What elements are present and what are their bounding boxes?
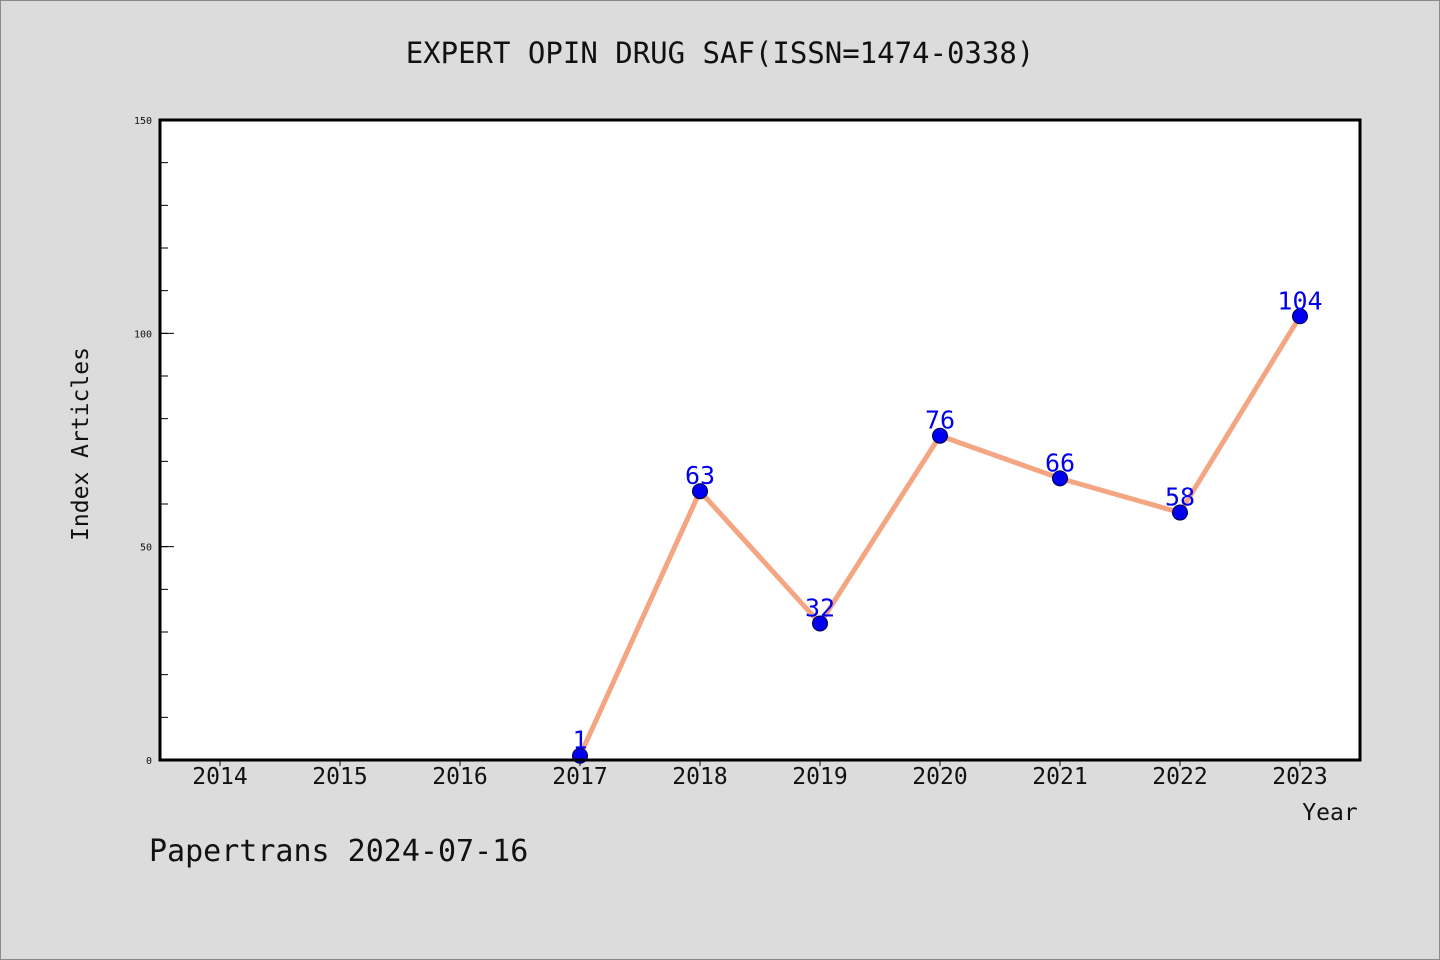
- x-tick-label: 2017: [552, 764, 607, 790]
- x-tick-label: 2014: [192, 764, 247, 790]
- data-point-label: 66: [1045, 448, 1075, 477]
- data-point-label: 1: [572, 726, 587, 755]
- x-tick-label: 2022: [1152, 764, 1207, 790]
- data-point-label: 58: [1165, 483, 1195, 512]
- x-tick-label: 2020: [912, 764, 967, 790]
- y-axis-title: Index Articles: [68, 347, 94, 541]
- plot-area: [160, 120, 1360, 760]
- chart-title: EXPERT OPIN DRUG SAF(ISSN=1474-0338): [405, 36, 1035, 70]
- data-point-marker: [932, 427, 948, 444]
- y-tick-label: 50: [140, 543, 152, 554]
- footer-text: Papertrans 2024-07-16: [149, 834, 529, 869]
- data-point-label: 76: [925, 406, 955, 435]
- y-tick-label: 0: [146, 756, 152, 767]
- y-tick-label: 150: [134, 116, 152, 127]
- data-point-label: 32: [805, 593, 835, 622]
- x-axis-title: Year: [1302, 800, 1357, 826]
- x-tick-label: 2015: [312, 764, 367, 790]
- data-point-marker: [1292, 308, 1308, 325]
- data-point-label: 104: [1277, 286, 1322, 315]
- data-point-label: 63: [685, 461, 715, 490]
- x-tick-label: 2019: [792, 764, 847, 790]
- x-tick-label: 2023: [1272, 764, 1327, 790]
- x-tick-label: 2016: [432, 764, 487, 790]
- data-point-marker: [812, 615, 828, 632]
- plot-border: [158, 118, 1362, 762]
- data-point-marker: [692, 483, 708, 500]
- x-tick-label: 2021: [1032, 764, 1087, 790]
- y-tick-label: 100: [134, 329, 152, 340]
- data-point-marker: [1052, 470, 1068, 487]
- x-tick-label: 2018: [672, 764, 727, 790]
- data-point-marker: [1172, 504, 1188, 521]
